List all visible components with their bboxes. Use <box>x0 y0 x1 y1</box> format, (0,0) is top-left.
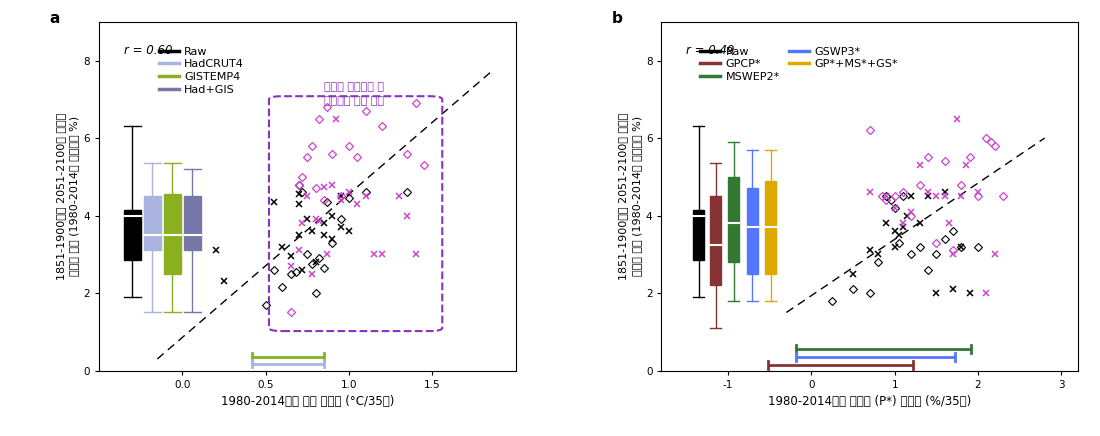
Bar <box>144 196 161 250</box>
Bar <box>711 196 720 285</box>
Legend: Raw, GPCP*, MSWEP2*, GSWP3*, GP*+MS*+GS*: Raw, GPCP*, MSWEP2*, GSWP3*, GP*+MS*+GS* <box>701 47 898 82</box>
Bar <box>747 188 758 274</box>
Text: b: b <box>612 11 623 26</box>
Text: r = 0.60: r = 0.60 <box>124 44 173 58</box>
X-axis label: 1980-2014년의 강수량 (P*) 변화율 (%/35년): 1980-2014년의 강수량 (P*) 변화율 (%/35년) <box>768 395 971 408</box>
Y-axis label: 1851-1900년과 2051-2100년 사이의
강수량 변화 (1980-2014년 평균대비 %): 1851-1900년과 2051-2100년 사이의 강수량 변화 (1980-… <box>56 112 79 280</box>
X-axis label: 1980-2014년의 기온 변화율 (°C/35년): 1980-2014년의 기온 변화율 (°C/35년) <box>221 395 394 408</box>
Y-axis label: 1851-1900년과 2051-2100년 사이의
강수량 변화 (1980-2014년 평균대비 %): 1851-1900년과 2051-2100년 사이의 강수량 변화 (1980-… <box>618 112 641 280</box>
Bar <box>184 196 200 250</box>
Bar <box>693 210 704 260</box>
Bar <box>728 177 739 262</box>
Text: a: a <box>50 11 59 26</box>
Bar <box>766 181 775 274</box>
Bar <box>124 210 141 260</box>
Bar <box>164 194 180 274</box>
Text: 관측과 비교했을 때
신뢰도가 낙은 모델: 관측과 비교했을 때 신뢰도가 낙은 모델 <box>324 82 384 106</box>
Text: r = 0.49: r = 0.49 <box>686 44 735 58</box>
Legend: Raw, HadCRUT4, GISTEMP4, Had+GIS: Raw, HadCRUT4, GISTEMP4, Had+GIS <box>158 47 244 95</box>
